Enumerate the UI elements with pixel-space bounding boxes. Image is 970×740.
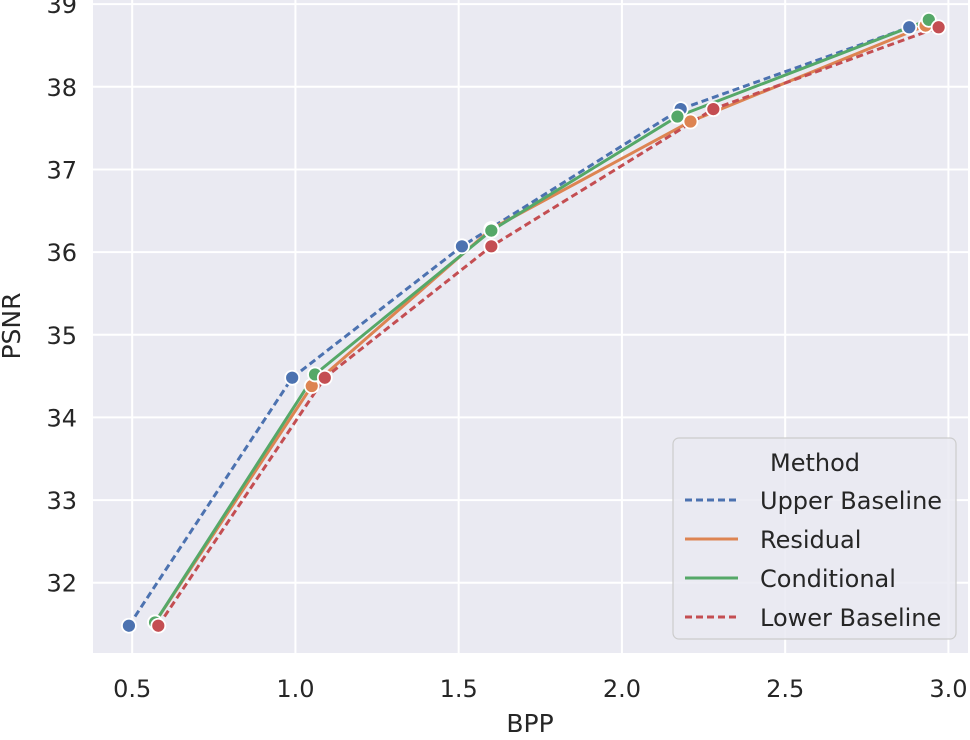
lower-baseline-point	[483, 238, 500, 255]
y-tick-label: 36	[46, 239, 77, 267]
legend-box	[672, 437, 957, 640]
lower-baseline-point	[930, 19, 947, 36]
upper-baseline-point	[901, 19, 918, 36]
x-tick-label: 1.0	[276, 675, 314, 703]
upper-baseline-point	[454, 238, 470, 255]
x-axis-ticks: 0.5 1.0 1.5 2.0 2.5 3.0	[113, 675, 967, 703]
series-markers	[121, 11, 947, 634]
upper-baseline-point	[284, 369, 301, 386]
y-axis-label: PSNR	[0, 292, 26, 359]
lower-baseline-point	[150, 617, 167, 634]
lower-baseline-point	[705, 101, 722, 118]
y-tick-label: 34	[46, 404, 77, 432]
lower-baseline-point	[316, 369, 333, 386]
conditional-point	[669, 108, 686, 125]
conditional-point	[483, 222, 500, 239]
y-axis-ticks: 32 33 34 35 36 37 38 39	[46, 0, 77, 598]
x-tick-label: 0.5	[113, 675, 151, 703]
legend-entries: Upper Baseline Residual Conditional Lower B…	[685, 487, 942, 632]
y-tick-label: 33	[46, 487, 77, 515]
legend-label-lower-baseline: Lower Baseline	[760, 604, 941, 632]
x-tick-label: 2.5	[766, 675, 804, 703]
y-tick-label: 35	[46, 322, 77, 350]
grid-lines	[93, 0, 968, 653]
legend-label-upper-baseline: Upper Baseline	[760, 487, 942, 515]
legend-label-residual: Residual	[760, 526, 861, 554]
x-tick-label: 2.0	[603, 675, 641, 703]
legend: Method Upper Baseline Residual Conditional…	[672, 437, 957, 640]
y-tick-label: 38	[46, 74, 77, 102]
y-tick-label: 37	[46, 156, 77, 184]
x-tick-label: 1.5	[440, 675, 478, 703]
upper-baseline-point	[121, 617, 137, 634]
y-tick-label: 32	[46, 570, 77, 598]
x-axis-label: BPP	[506, 709, 553, 738]
residual-point	[682, 113, 699, 130]
y-tick-label: 39	[46, 0, 77, 19]
legend-title: Method	[770, 449, 860, 477]
x-tick-label: 3.0	[929, 675, 967, 703]
legend-label-conditional: Conditional	[760, 565, 896, 593]
